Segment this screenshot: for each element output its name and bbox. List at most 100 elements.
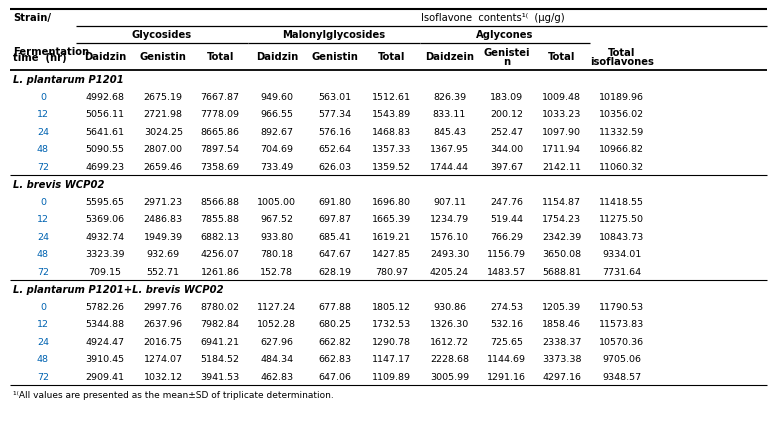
Text: 5090.55: 5090.55 [86, 145, 124, 154]
Text: 48: 48 [37, 354, 49, 363]
Text: 2909.41: 2909.41 [86, 372, 124, 381]
Text: 72: 72 [37, 163, 49, 171]
Text: 1858.46: 1858.46 [543, 319, 581, 329]
Text: 1543.89: 1543.89 [372, 110, 411, 119]
Text: 892.67: 892.67 [260, 127, 293, 136]
Text: 10966.82: 10966.82 [599, 145, 644, 154]
Text: 1144.69: 1144.69 [487, 354, 526, 363]
Text: 1483.57: 1483.57 [487, 267, 527, 276]
Text: 8566.88: 8566.88 [201, 197, 239, 206]
Text: 4932.74: 4932.74 [86, 232, 124, 241]
Text: 11418.55: 11418.55 [599, 197, 644, 206]
Text: 766.29: 766.29 [490, 232, 523, 241]
Text: 627.96: 627.96 [260, 337, 293, 346]
Text: 1359.52: 1359.52 [372, 163, 411, 171]
Text: 5344.88: 5344.88 [86, 319, 124, 329]
Text: 1949.39: 1949.39 [144, 232, 183, 241]
Text: Strain/: Strain/ [13, 13, 51, 24]
Text: 5595.65: 5595.65 [86, 197, 124, 206]
Text: Total: Total [548, 52, 576, 62]
Text: 966.55: 966.55 [260, 110, 293, 119]
Text: 11060.32: 11060.32 [599, 163, 644, 171]
Text: 1127.24: 1127.24 [257, 302, 296, 311]
Text: Malonylglycosides: Malonylglycosides [282, 31, 385, 40]
Text: 1696.80: 1696.80 [372, 197, 411, 206]
Text: 1154.87: 1154.87 [543, 197, 581, 206]
Text: 252.47: 252.47 [490, 127, 523, 136]
Text: 563.01: 563.01 [319, 92, 352, 101]
Text: 8665.86: 8665.86 [201, 127, 239, 136]
Text: 552.71: 552.71 [147, 267, 180, 276]
Text: 662.83: 662.83 [319, 354, 352, 363]
Text: Daidzein: Daidzein [425, 52, 474, 62]
Text: 1009.48: 1009.48 [543, 92, 581, 101]
Text: 1097.90: 1097.90 [543, 127, 581, 136]
Text: 1619.21: 1619.21 [372, 232, 411, 241]
Text: 7778.09: 7778.09 [201, 110, 239, 119]
Text: Fermentation: Fermentation [13, 47, 89, 57]
Text: 24: 24 [37, 337, 49, 346]
Text: 1156.79: 1156.79 [487, 250, 526, 259]
Text: 1326.30: 1326.30 [430, 319, 469, 329]
Text: 3024.25: 3024.25 [144, 127, 183, 136]
Text: 0: 0 [40, 302, 46, 311]
Text: Daidzin: Daidzin [256, 52, 298, 62]
Text: 200.12: 200.12 [490, 110, 523, 119]
Text: 532.16: 532.16 [490, 319, 523, 329]
Text: 11275.50: 11275.50 [599, 215, 644, 224]
Text: 484.34: 484.34 [260, 354, 293, 363]
Text: 2338.37: 2338.37 [542, 337, 581, 346]
Text: 72: 72 [37, 267, 49, 276]
Text: 2675.19: 2675.19 [144, 92, 183, 101]
Text: 5184.52: 5184.52 [201, 354, 239, 363]
Text: 2342.39: 2342.39 [542, 232, 581, 241]
Text: 725.65: 725.65 [490, 337, 523, 346]
Text: 780.97: 780.97 [375, 267, 408, 276]
Text: 2971.23: 2971.23 [144, 197, 183, 206]
Text: 12: 12 [37, 110, 49, 119]
Text: 1512.61: 1512.61 [372, 92, 411, 101]
Text: 577.34: 577.34 [319, 110, 352, 119]
Text: 48: 48 [37, 250, 49, 259]
Text: 1291.16: 1291.16 [487, 372, 526, 381]
Text: 1744.44: 1744.44 [430, 163, 469, 171]
Text: 5688.81: 5688.81 [543, 267, 581, 276]
Text: 1005.00: 1005.00 [257, 197, 296, 206]
Text: 519.44: 519.44 [490, 215, 523, 224]
Text: 72: 72 [37, 372, 49, 381]
Text: 1612.72: 1612.72 [430, 337, 469, 346]
Text: 3941.53: 3941.53 [201, 372, 239, 381]
Text: 967.52: 967.52 [260, 215, 293, 224]
Text: 7358.69: 7358.69 [201, 163, 239, 171]
Text: 949.60: 949.60 [260, 92, 293, 101]
Text: 12: 12 [37, 215, 49, 224]
Text: 4924.47: 4924.47 [86, 337, 124, 346]
Text: 7982.84: 7982.84 [201, 319, 239, 329]
Text: isoflavones: isoflavones [590, 57, 654, 67]
Text: 397.67: 397.67 [490, 163, 523, 171]
Text: 344.00: 344.00 [490, 145, 523, 154]
Text: 833.11: 833.11 [433, 110, 466, 119]
Text: 2493.30: 2493.30 [430, 250, 469, 259]
Text: 685.41: 685.41 [319, 232, 351, 241]
Text: 1052.28: 1052.28 [257, 319, 296, 329]
Text: 0: 0 [40, 197, 46, 206]
Text: 4992.68: 4992.68 [86, 92, 124, 101]
Text: Genistin: Genistin [140, 52, 187, 62]
Text: 1576.10: 1576.10 [430, 232, 469, 241]
Text: 7855.88: 7855.88 [201, 215, 239, 224]
Text: ¹⁽All values are presented as the mean±SD of triplicate determination.: ¹⁽All values are presented as the mean±S… [13, 390, 334, 399]
Text: Aglycones: Aglycones [476, 31, 533, 40]
Text: 24: 24 [37, 127, 49, 136]
Text: 691.80: 691.80 [319, 197, 351, 206]
Text: 932.69: 932.69 [147, 250, 180, 259]
Text: 6882.13: 6882.13 [201, 232, 239, 241]
Text: Genistei: Genistei [483, 48, 530, 58]
Text: 845.43: 845.43 [433, 127, 466, 136]
Text: L. plantarum P1201+L. brevis WCP02: L. plantarum P1201+L. brevis WCP02 [13, 284, 224, 294]
Text: 2142.11: 2142.11 [543, 163, 581, 171]
Text: 9705.06: 9705.06 [602, 354, 642, 363]
Text: 2659.46: 2659.46 [144, 163, 183, 171]
Text: 709.15: 709.15 [89, 267, 121, 276]
Text: 1205.39: 1205.39 [542, 302, 581, 311]
